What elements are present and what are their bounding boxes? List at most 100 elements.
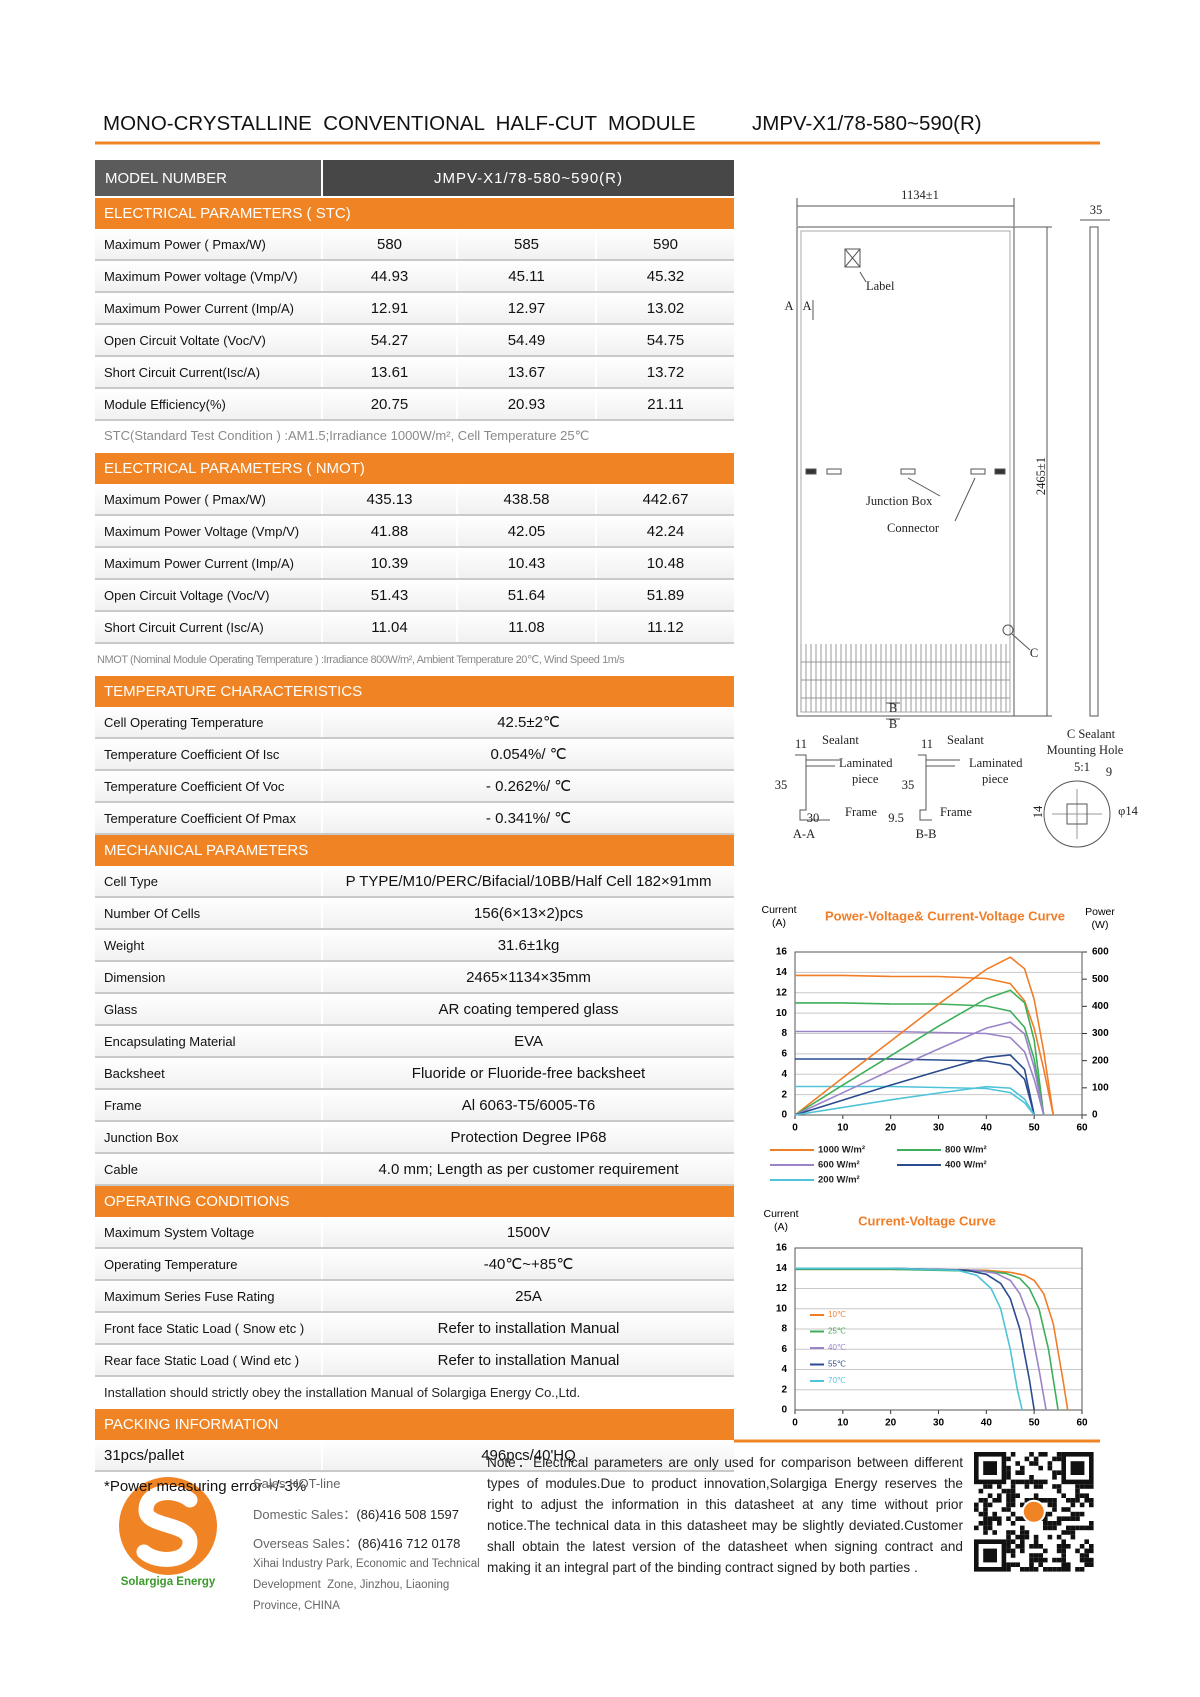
connector — [994, 468, 1006, 475]
qr-module — [1061, 1562, 1066, 1567]
qr-module — [983, 1530, 988, 1535]
value-cell: 20.93 — [456, 388, 596, 421]
qr-module — [1015, 1562, 1020, 1567]
frame-section — [795, 754, 840, 821]
drawing-label: 14 — [1031, 805, 1045, 818]
value-cell: 54.49 — [456, 324, 596, 357]
qr-module — [1043, 1479, 1048, 1485]
y-axis-label: Current — [761, 904, 796, 916]
qr-module — [1006, 1539, 1011, 1544]
qr-module — [1056, 1516, 1062, 1521]
qr-finder — [983, 1461, 997, 1475]
address-line: Province, CHINA — [253, 1600, 340, 1612]
mounting-hole — [1066, 803, 1088, 825]
value-cell: 585 — [456, 229, 596, 261]
qr-module — [992, 1516, 997, 1521]
x-tick-label: 20 — [885, 1123, 897, 1134]
sales-label: Overseas Sales： — [253, 1536, 358, 1551]
label-cell: Maximum Power Voltage (Vmp/V) — [95, 515, 322, 548]
qr-module — [1024, 1498, 1030, 1503]
qr-module — [1024, 1456, 1030, 1462]
drawing-label: Laminated — [969, 756, 1023, 770]
label-cell: Frame — [95, 1089, 322, 1122]
value-cell: Refer to installation Manual — [320, 1312, 735, 1345]
y2-tick-label: 200 — [1092, 1055, 1109, 1066]
table-row: Number Of Cells 156(6×13×2)pcs — [95, 897, 735, 930]
table-row: TEMPERATURE CHARACTERISTICS — [95, 674, 735, 707]
qr-module — [983, 1511, 988, 1517]
x-tick-label: 30 — [933, 1123, 945, 1134]
plot-frame — [794, 951, 1083, 1116]
qr-module — [1024, 1530, 1030, 1535]
qr-module — [1033, 1539, 1039, 1544]
qr-module — [1033, 1553, 1039, 1558]
qr-module — [1079, 1502, 1085, 1508]
qr-module — [1079, 1557, 1085, 1563]
qr-module — [1056, 1557, 1062, 1563]
label-cell: Front face Static Load ( Snow etc ) — [95, 1312, 322, 1345]
label-cell: Backsheet — [95, 1057, 322, 1090]
table-row: Maximum Power Current (Imp/A) 10.39 10.43 1… — [95, 547, 735, 580]
qr-module — [1006, 1465, 1011, 1471]
y-tick-label: 4 — [781, 1364, 787, 1375]
label-cell: Open Circuit Voltate (Voc/V) — [95, 324, 322, 357]
qr-module — [1033, 1567, 1039, 1572]
qr-module — [1010, 1521, 1016, 1526]
y-axis-unit: (A) — [774, 1221, 788, 1233]
value-cell: Al 6063-T5/6005-T6 — [320, 1089, 735, 1122]
qr-module — [1066, 1525, 1071, 1531]
qr-module — [1006, 1530, 1011, 1535]
qr-module — [987, 1521, 993, 1526]
qr-module — [1052, 1484, 1057, 1489]
connector — [970, 468, 986, 475]
value-cell: AR coating tempered glass — [320, 993, 735, 1026]
value-cell: 25A — [320, 1280, 735, 1313]
qr-module — [1047, 1465, 1053, 1471]
table-row: Glass AR coating tempered glass — [95, 993, 735, 1026]
table-row: OPERATING CONDITIONS — [95, 1184, 735, 1217]
table-row: Backsheet Fluoride or Fluoride-free backs… — [95, 1057, 735, 1090]
qr-finder — [973, 1452, 1007, 1485]
value-cell: 496pcs/40'HQ — [320, 1440, 735, 1472]
qr-module — [1006, 1502, 1011, 1508]
qr-module — [1089, 1521, 1094, 1526]
qr-module — [1038, 1452, 1043, 1457]
table-row: Cable 4.0 mm; Length as per customer requ… — [95, 1153, 735, 1186]
qr-module — [1006, 1507, 1011, 1512]
qr-module — [1061, 1507, 1066, 1512]
qr-module — [1047, 1534, 1053, 1540]
value-cell: 31.6±1kg — [320, 929, 735, 962]
value-cell: 590 — [594, 229, 735, 261]
qr-module — [1052, 1507, 1057, 1512]
qr-module — [1052, 1525, 1057, 1531]
x-tick-label: 50 — [1029, 1418, 1041, 1429]
section-title: OPERATING CONDITIONS — [95, 1184, 735, 1217]
qr-module — [1061, 1539, 1066, 1544]
table-row: MODEL NUMBER JMPV-X1/78-580~590(R) — [95, 160, 735, 197]
qr-finder — [983, 1548, 997, 1563]
y2-tick-label: 400 — [1092, 1001, 1109, 1012]
note: NMOT (Nominal Module Operating Temperatu… — [97, 653, 625, 666]
section-title: ELECTRICAL PARAMETERS ( NMOT) — [95, 451, 735, 484]
leader — [907, 477, 976, 522]
qr-module — [1010, 1498, 1016, 1503]
drawing-label: 11 — [921, 737, 933, 751]
label-cell: Short Circuit Current (Isc/A) — [95, 611, 322, 644]
qr-logo — [1021, 1499, 1046, 1524]
value-cell: 12.91 — [321, 292, 457, 325]
spec-table: MODEL NUMBER JMPV-X1/78-580~590(R) ELECTRI… — [95, 160, 735, 1501]
y-tick-label: 16 — [776, 947, 788, 958]
table-row: Installation should strictly obey the in… — [95, 1376, 734, 1408]
drawing-label: Connector — [887, 521, 940, 535]
logo-text: Solargiga Energy — [121, 1576, 216, 1588]
qr-module — [1024, 1567, 1030, 1572]
y-tick-label: 0 — [781, 1110, 787, 1121]
qr-module — [1043, 1498, 1048, 1503]
qr-module — [992, 1530, 997, 1535]
y-tick-label: 12 — [776, 987, 788, 998]
value-cell: 1500V — [320, 1217, 735, 1249]
value-cell: 10.39 — [321, 547, 457, 580]
section-marker — [886, 702, 900, 720]
value-cell: Protection Degree IP68 — [320, 1121, 735, 1154]
qr-module — [983, 1507, 988, 1512]
